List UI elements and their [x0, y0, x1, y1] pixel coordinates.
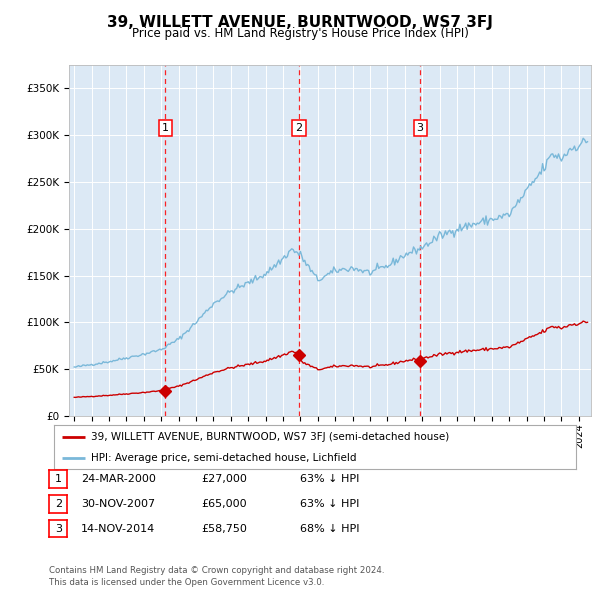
Text: 39, WILLETT AVENUE, BURNTWOOD, WS7 3FJ: 39, WILLETT AVENUE, BURNTWOOD, WS7 3FJ — [107, 15, 493, 30]
Text: Price paid vs. HM Land Registry's House Price Index (HPI): Price paid vs. HM Land Registry's House … — [131, 27, 469, 40]
Text: 1: 1 — [162, 123, 169, 133]
Text: 30-NOV-2007: 30-NOV-2007 — [81, 499, 155, 509]
Text: £27,000: £27,000 — [201, 474, 247, 484]
Text: 14-NOV-2014: 14-NOV-2014 — [81, 524, 155, 533]
Text: Contains HM Land Registry data © Crown copyright and database right 2024.
This d: Contains HM Land Registry data © Crown c… — [49, 566, 385, 587]
Text: £65,000: £65,000 — [201, 499, 247, 509]
Text: 39, WILLETT AVENUE, BURNTWOOD, WS7 3FJ (semi-detached house): 39, WILLETT AVENUE, BURNTWOOD, WS7 3FJ (… — [91, 432, 449, 442]
Text: 1: 1 — [55, 474, 62, 484]
Text: 68% ↓ HPI: 68% ↓ HPI — [300, 524, 359, 533]
Text: HPI: Average price, semi-detached house, Lichfield: HPI: Average price, semi-detached house,… — [91, 453, 356, 463]
Text: 63% ↓ HPI: 63% ↓ HPI — [300, 474, 359, 484]
Text: 3: 3 — [416, 123, 424, 133]
Text: 3: 3 — [55, 524, 62, 533]
Text: 2: 2 — [55, 499, 62, 509]
Text: 63% ↓ HPI: 63% ↓ HPI — [300, 499, 359, 509]
Text: 2: 2 — [295, 123, 302, 133]
Text: £58,750: £58,750 — [201, 524, 247, 533]
Text: 24-MAR-2000: 24-MAR-2000 — [81, 474, 156, 484]
